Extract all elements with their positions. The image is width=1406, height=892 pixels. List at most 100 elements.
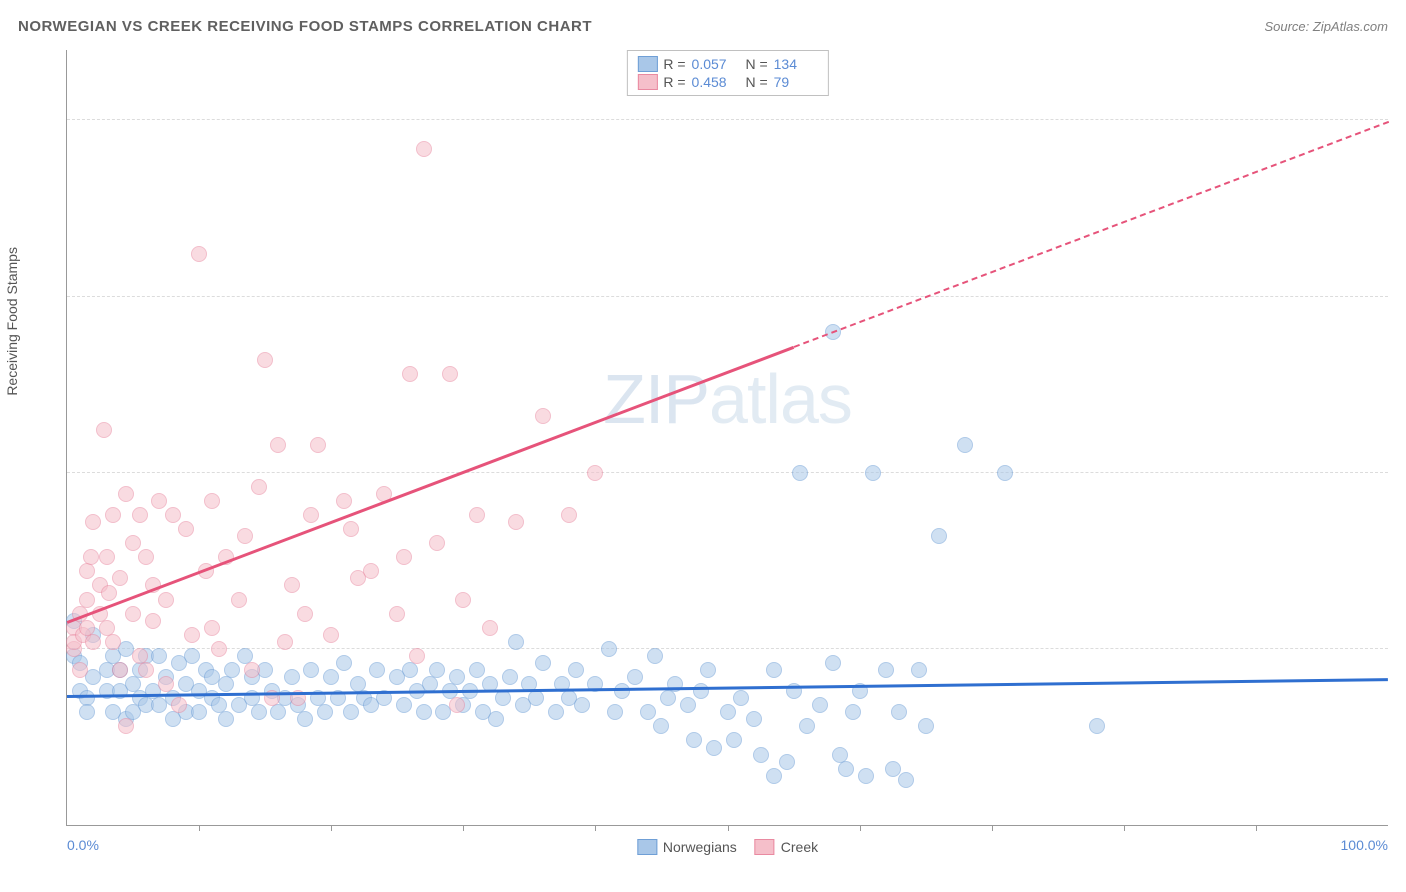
scatter-point	[251, 479, 267, 495]
scatter-point	[184, 648, 200, 664]
x-tick	[992, 825, 993, 831]
source-prefix: Source:	[1264, 19, 1312, 34]
scatter-point	[79, 563, 95, 579]
plot-area: ZIPatlas R =0.057 N =134R =0.458 N =79 N…	[66, 50, 1388, 826]
scatter-point	[85, 514, 101, 530]
scatter-point	[389, 606, 405, 622]
scatter-point	[303, 507, 319, 523]
scatter-point	[825, 655, 841, 671]
scatter-point	[343, 521, 359, 537]
scatter-point	[105, 507, 121, 523]
scatter-point	[323, 669, 339, 685]
scatter-point	[535, 408, 551, 424]
x-axis-min-label: 0.0%	[67, 837, 99, 853]
y-tick-label: 50.0%	[1392, 96, 1406, 112]
stats-n-label: N =	[742, 74, 768, 90]
scatter-point	[72, 662, 88, 678]
scatter-point	[891, 704, 907, 720]
scatter-point	[779, 754, 795, 770]
scatter-point	[495, 690, 511, 706]
scatter-point	[700, 662, 716, 678]
gridline-h	[67, 472, 1388, 473]
scatter-point	[911, 662, 927, 678]
scatter-point	[112, 662, 128, 678]
scatter-point	[416, 141, 432, 157]
scatter-point	[726, 732, 742, 748]
scatter-point	[85, 634, 101, 650]
scatter-point	[733, 690, 749, 706]
scatter-point	[449, 697, 465, 713]
scatter-point	[224, 662, 240, 678]
scatter-point	[237, 528, 253, 544]
scatter-point	[396, 549, 412, 565]
scatter-point	[317, 704, 333, 720]
scatter-point	[680, 697, 696, 713]
scatter-point	[165, 507, 181, 523]
scatter-point	[323, 627, 339, 643]
stats-row: R =0.458 N =79	[637, 73, 817, 91]
scatter-point	[931, 528, 947, 544]
scatter-point	[79, 704, 95, 720]
source-name: ZipAtlas.com	[1313, 19, 1388, 34]
scatter-point	[799, 718, 815, 734]
scatter-point	[746, 711, 762, 727]
scatter-point	[343, 704, 359, 720]
x-tick	[331, 825, 332, 831]
x-tick	[728, 825, 729, 831]
scatter-point	[469, 507, 485, 523]
x-axis-max-label: 100.0%	[1341, 837, 1388, 853]
scatter-point	[838, 761, 854, 777]
scatter-point	[79, 592, 95, 608]
scatter-point	[402, 366, 418, 382]
scatter-point	[898, 772, 914, 788]
bottom-legend: Norwegians Creek	[637, 839, 818, 855]
scatter-point	[83, 549, 99, 565]
x-tick	[463, 825, 464, 831]
scatter-point	[561, 507, 577, 523]
stats-n-label: N =	[742, 56, 768, 72]
stats-r-value: 0.458	[692, 74, 736, 90]
scatter-point	[865, 465, 881, 481]
scatter-point	[660, 690, 676, 706]
scatter-point	[99, 549, 115, 565]
scatter-point	[151, 493, 167, 509]
scatter-point	[488, 711, 504, 727]
scatter-point	[885, 761, 901, 777]
scatter-point	[614, 683, 630, 699]
scatter-point	[151, 648, 167, 664]
scatter-point	[845, 704, 861, 720]
scatter-point	[858, 768, 874, 784]
y-axis-label: Receiving Food Stamps	[4, 247, 20, 396]
scatter-point	[720, 704, 736, 720]
scatter-point	[138, 662, 154, 678]
scatter-point	[508, 634, 524, 650]
scatter-point	[502, 669, 518, 685]
scatter-point	[753, 747, 769, 763]
scatter-point	[957, 437, 973, 453]
scatter-point	[449, 669, 465, 685]
scatter-point	[101, 585, 117, 601]
scatter-point	[244, 662, 260, 678]
scatter-point	[178, 521, 194, 537]
scatter-point	[96, 422, 112, 438]
y-tick-label: 25.0%	[1392, 449, 1406, 465]
scatter-point	[284, 577, 300, 593]
scatter-point	[535, 655, 551, 671]
legend-label: Norwegians	[663, 839, 737, 855]
scatter-point	[211, 641, 227, 657]
scatter-point	[204, 620, 220, 636]
scatter-point	[693, 683, 709, 699]
legend-label: Creek	[781, 839, 818, 855]
scatter-point	[277, 634, 293, 650]
stats-r-label: R =	[663, 56, 685, 72]
scatter-point	[369, 662, 385, 678]
scatter-point	[270, 704, 286, 720]
stats-r-value: 0.057	[692, 56, 736, 72]
scatter-point	[653, 718, 669, 734]
scatter-point	[640, 704, 656, 720]
scatter-point	[118, 486, 134, 502]
legend-item: Norwegians	[637, 839, 737, 855]
scatter-point	[706, 740, 722, 756]
gridline-h	[67, 119, 1388, 120]
scatter-point	[568, 662, 584, 678]
